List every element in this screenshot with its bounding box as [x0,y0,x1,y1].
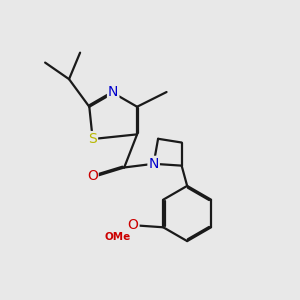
Text: O: O [87,169,98,183]
Text: N: N [108,85,119,99]
Text: O: O [128,218,139,233]
Text: N: N [148,157,159,171]
Text: OMe: OMe [104,232,131,242]
Text: S: S [88,132,97,146]
